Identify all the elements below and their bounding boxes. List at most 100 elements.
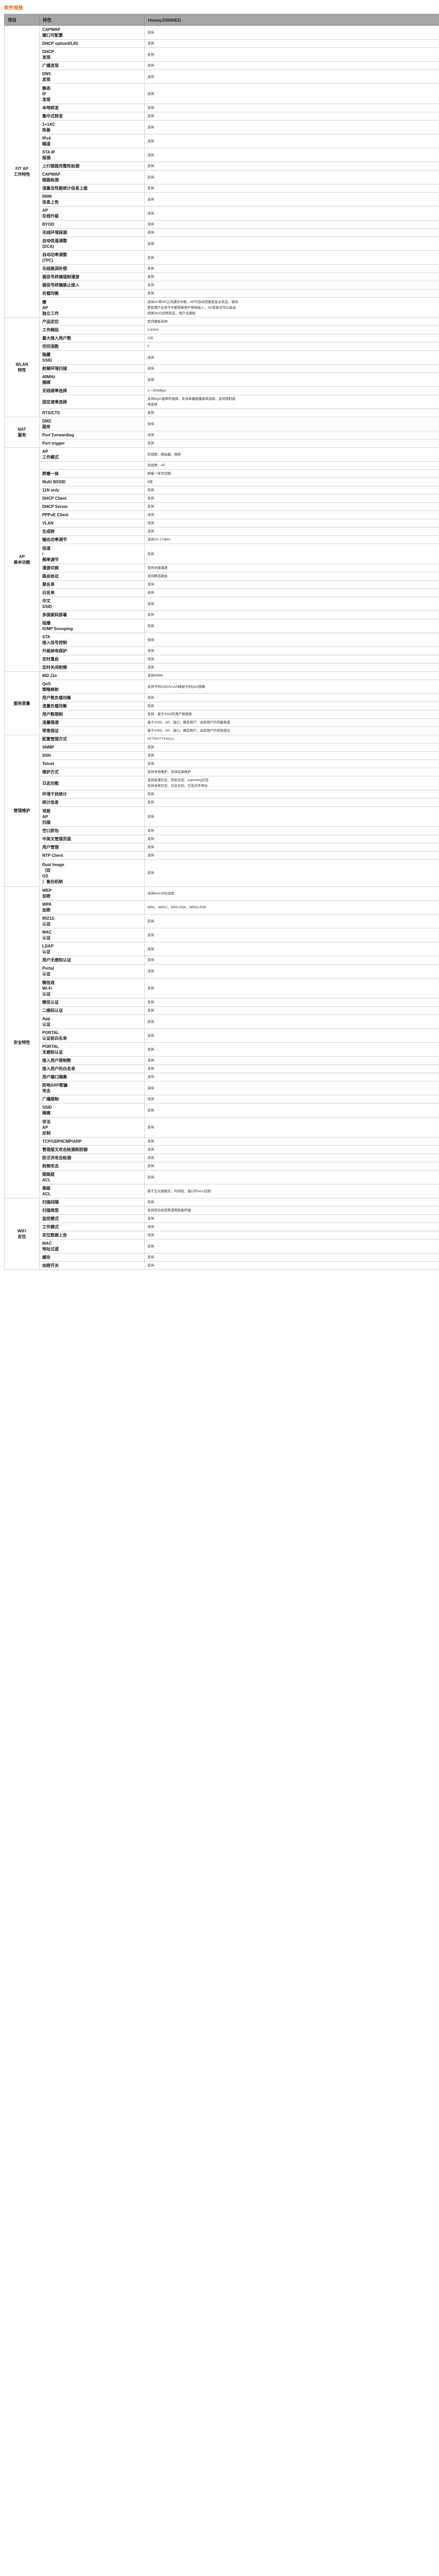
feature-line: PORTAL xyxy=(42,1030,59,1035)
table-row: 定时关闭射频 支持 xyxy=(5,663,439,672)
value-cell: 支持 xyxy=(144,273,439,281)
table-row: 集中式转发 支持 xyxy=(5,112,439,121)
feature-cell: 用户端口隔离 xyxy=(39,1073,145,1081)
feature-line: IPv4 xyxy=(42,136,51,141)
feature-line: LDAP xyxy=(42,944,54,948)
feature-cell: 流量限速 xyxy=(39,718,145,727)
table-row: STA IP 探测 支持 xyxy=(5,148,439,162)
value-line: 支持 xyxy=(147,837,154,841)
feature-cell: 定时关闭射频 xyxy=(39,663,145,672)
feature-line: 非法 xyxy=(42,1119,50,1124)
feature-line: 扫描间隔 xyxy=(42,1200,59,1205)
value-line: 支持 xyxy=(147,624,154,628)
feature-cell: 固定速率选择 xyxy=(39,395,145,409)
feature-cell: 日志功能 xyxy=(39,776,145,790)
value-cell: 支持 xyxy=(144,25,439,40)
table-row: 日志功能 支持普通日志、死机日志、watchdog日志 支持本地日志、日志主机、日志… xyxy=(5,776,439,790)
feature-cell: TCP/UDP/ICMP/ARP xyxy=(39,1137,145,1146)
feature-cell: 广播发现 xyxy=(39,61,145,70)
feature-cell: 加密开关 xyxy=(39,1261,145,1270)
feature-line: 漫游切换 xyxy=(42,566,59,570)
value-line: 支持 xyxy=(147,197,154,201)
table-row: 空口抓包 支持 xyxy=(5,826,439,835)
value-line: 支持 xyxy=(147,871,154,875)
feature-line: 发现 xyxy=(42,55,50,60)
value-line: 支持 xyxy=(147,815,154,819)
table-row: 80211i 认证 支持 xyxy=(5,914,439,928)
value-line: 8组 xyxy=(147,480,153,484)
value-cell: 支持 xyxy=(144,928,439,942)
table-header-row: 项目 特性 Howay2000NED xyxy=(4,14,439,26)
feature-cell: VLAN xyxy=(39,519,145,528)
feature-line: 认证 xyxy=(42,972,50,976)
value-cell: 支持 xyxy=(144,350,439,365)
feature-line: Telnet xyxy=(42,761,54,766)
value-cell: 支持 xyxy=(144,843,439,852)
value-cell: 支持 xyxy=(144,1064,439,1073)
feature-line: MAC xyxy=(42,1241,52,1246)
feature-line: 端口可配置 xyxy=(42,33,63,38)
feature-line: 本地转发 xyxy=(42,106,59,110)
value-cell: 支持本地维护、支持远端维护 xyxy=(144,768,439,776)
table-row: LDAP 认证 支持 xyxy=(5,942,439,956)
feature-line: 认证 xyxy=(42,922,50,926)
table-row: 40MHz 捆绑 支持 xyxy=(5,372,439,387)
group-label-0: FIT AP 工作特性 xyxy=(4,25,40,318)
feature-cell: 维护方式 xyxy=(39,768,145,776)
table-row: 黑名单 支持 xyxy=(5,580,439,589)
feature-line: AP xyxy=(42,1125,48,1130)
feature-line: SSID xyxy=(42,604,52,609)
feature-cell: 工作频段 xyxy=(39,326,145,334)
feature-line: 胖瘦一体 xyxy=(42,471,59,476)
value-line: 支持64/128位加密 xyxy=(147,891,175,895)
feature-cell: 射频环境扫描 xyxy=(39,364,145,373)
value-line: 支持b/g/n速率的选择，支持单播组播速率选择，支持强制速 xyxy=(147,397,235,401)
feature-line: 邻居 xyxy=(42,808,50,814)
value-line: 支持无缝漫游 xyxy=(147,566,167,570)
value-line: 支持 xyxy=(147,854,154,857)
feature-cell: 防泛洪攻击检测 xyxy=(39,1154,145,1162)
feature-cell: Multi BSSID xyxy=(39,478,145,486)
value-line: 支持 xyxy=(147,649,154,653)
feature-line: 最大接入用户数 xyxy=(42,336,71,341)
value-cell: 支持 xyxy=(144,70,439,84)
value-line: 支持 xyxy=(147,1225,154,1229)
feature-line: Wi-Fi xyxy=(42,986,53,991)
feature-line: 链路层 xyxy=(42,1172,55,1177)
value-cell: 128 xyxy=(144,334,439,343)
group-label-7: WiFi 定位 xyxy=(4,1198,40,1270)
value-cell: 支持 xyxy=(144,914,439,928)
feature-cell: 流量负载均衡 xyxy=(39,702,145,710)
feature-line: PORTAL xyxy=(42,1044,59,1049)
value-line: 支持 xyxy=(147,497,154,500)
feature-cell: BYOD xyxy=(39,220,145,229)
value-cell: 支持 xyxy=(144,1154,439,1162)
feature-cell: 用户管理 xyxy=(39,843,145,852)
feature-line: 白名单 xyxy=(42,590,55,595)
feature-line: DHCP option43,60 xyxy=(42,41,78,46)
table-row: 接入用户限制数 支持 xyxy=(5,1056,439,1065)
feature-line: 广播限制 xyxy=(42,1097,59,1101)
value-cell: 支持 xyxy=(144,633,439,647)
group-label-line: 服务 xyxy=(18,433,26,437)
table-row: WiFi 定位 扫描间隔支持 xyxy=(4,1198,439,1270)
value-line: 基于SSID、AP、接口、静态用户、动态用户的带宽保证 xyxy=(147,729,230,733)
value-cell: 支持 xyxy=(144,1117,439,1138)
value-cell: 基于SSID、AP、接口、静态用户、动态用户的带宽保证 xyxy=(144,726,439,735)
value-cell: WPA、WPA2、WPA-PSK、WPA2-PSK xyxy=(144,900,439,914)
feature-cell: 扫描间隔 xyxy=(39,1198,145,1207)
feature-line: 中文 xyxy=(42,599,50,603)
value-cell: 支持 xyxy=(144,751,439,760)
feature-cell: 弱信号终端强制漫游 xyxy=(39,273,145,281)
value-line: 支持 xyxy=(147,153,154,157)
table-row: 固定速率选择 支持b/g/n速率的选择，支持单播组播速率选择，支持强制速 率选择 xyxy=(5,395,439,409)
feature-cell: 配置管理方式 xyxy=(39,735,145,743)
value-cell: 支持AC和AP之间通信中断，AP可自动切换至自主状态，保持 原有用户业务不中断和新… xyxy=(144,297,439,318)
feature-cell: DHCP 发现 xyxy=(39,47,145,62)
value-line: 2.4GHz xyxy=(147,328,159,332)
value-line: 支持WMM xyxy=(147,674,163,677)
value-line: 支持 xyxy=(147,1033,154,1038)
value-line: 支持 xyxy=(147,1140,154,1143)
table-row: 监控模式 支持 xyxy=(5,1214,439,1223)
value-line: 支持 xyxy=(147,267,154,270)
